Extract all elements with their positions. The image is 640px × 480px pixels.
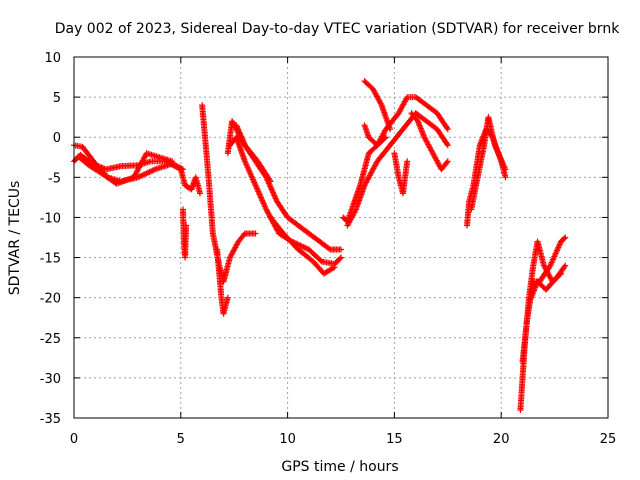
data-point <box>561 235 568 242</box>
y-tick-label: 5 <box>53 91 61 106</box>
series-track-v <box>528 262 569 301</box>
data-point <box>404 158 411 165</box>
chart-title: Day 002 of 2023, Sidereal Day-to-day VTE… <box>55 21 620 37</box>
grid <box>74 57 608 418</box>
data-point <box>382 134 389 141</box>
data-point <box>444 142 451 149</box>
axis-ticks: 0 5 10 15 20 25 10 5 0 -5 -10 -15 -20 -25 -30 -35 <box>40 51 617 447</box>
series-track-k <box>267 214 338 277</box>
series-track-d <box>177 166 204 197</box>
y-tick-label: -20 <box>40 292 61 307</box>
data-point <box>252 230 259 237</box>
series-track-l <box>340 94 451 225</box>
data-point <box>197 190 204 197</box>
data-point <box>443 140 450 147</box>
data-point <box>266 177 273 184</box>
data-point <box>444 158 451 165</box>
data-point <box>169 158 176 165</box>
y-tick-label: -15 <box>40 252 61 267</box>
data-point <box>444 126 451 133</box>
y-tick-label: -30 <box>40 372 61 387</box>
series-track-q <box>408 110 451 173</box>
y-tick-label: 0 <box>53 131 61 146</box>
data-point <box>387 126 394 133</box>
data-point <box>502 174 509 181</box>
data-point <box>443 159 450 166</box>
data-point <box>330 264 337 271</box>
data-point <box>331 264 338 271</box>
x-tick-label: 5 <box>177 432 185 447</box>
data-point <box>502 166 509 173</box>
y-tick-label: -35 <box>40 412 61 427</box>
data-point <box>338 254 344 261</box>
data-point <box>317 257 324 264</box>
series-track-c <box>75 150 176 187</box>
data-point <box>267 178 274 185</box>
data-point <box>326 245 333 252</box>
y-tick-label: -5 <box>48 171 61 186</box>
data-marks <box>71 78 569 413</box>
series-track-g <box>214 246 231 317</box>
data-point <box>224 294 231 301</box>
x-tick-label: 10 <box>279 432 296 447</box>
x-tick-label: 20 <box>493 432 510 447</box>
data-point <box>381 135 388 142</box>
data-point <box>443 124 450 131</box>
series-track-u <box>519 234 569 365</box>
series-track-f <box>199 102 259 285</box>
x-tick-label: 25 <box>600 432 617 447</box>
data-point <box>338 246 344 253</box>
series-track-t <box>517 238 565 413</box>
data-point <box>562 234 569 241</box>
data-point <box>183 222 190 229</box>
series-track-n <box>361 78 394 133</box>
x-tick-label: 0 <box>70 432 78 447</box>
series-track-o <box>361 122 389 149</box>
y-tick-label: 10 <box>44 51 61 66</box>
data-point <box>336 255 343 262</box>
y-tick-label: -10 <box>40 211 61 226</box>
series-track-p <box>391 150 411 197</box>
y-axis-label: SDTVAR / TECUs <box>7 181 23 296</box>
x-axis-label: GPS time / hours <box>281 459 398 475</box>
plot-frame <box>73 56 609 419</box>
series-track-s <box>468 114 509 213</box>
data-point <box>561 263 568 270</box>
series-track-j <box>233 122 274 185</box>
x-tick-label: 15 <box>386 432 403 447</box>
series-track-m <box>344 110 451 229</box>
y-tick-label: -25 <box>40 332 61 347</box>
data-point <box>562 262 569 269</box>
series-track-e <box>179 206 190 261</box>
